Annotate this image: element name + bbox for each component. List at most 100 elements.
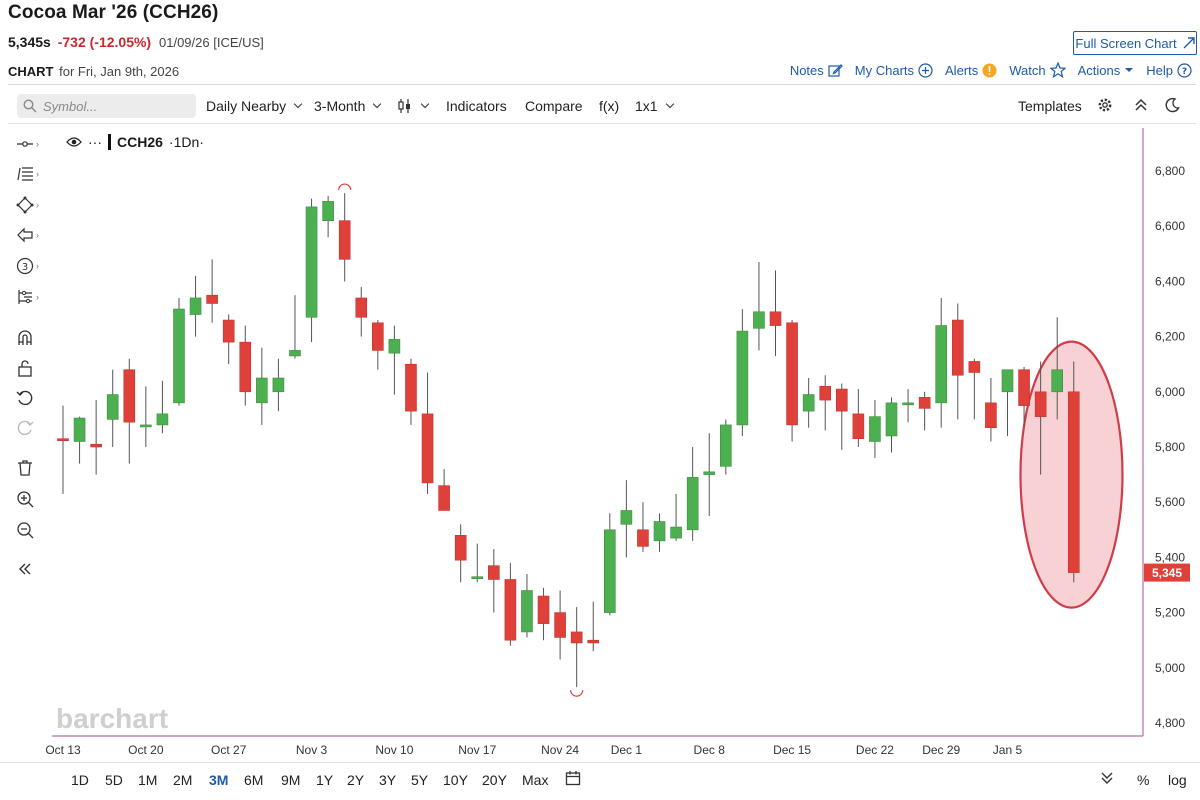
candle[interactable] xyxy=(918,391,931,431)
candle[interactable] xyxy=(587,601,600,652)
notes-link[interactable]: Notes xyxy=(790,63,843,78)
candle[interactable] xyxy=(637,502,649,552)
candle[interactable] xyxy=(272,358,285,412)
candle[interactable] xyxy=(521,573,533,638)
candle[interactable] xyxy=(1001,369,1014,436)
timeframe-1m[interactable]: 1M xyxy=(138,772,158,788)
magnet-tool[interactable] xyxy=(16,327,46,349)
timeframe-1d[interactable]: 1D xyxy=(71,772,89,788)
candle[interactable] xyxy=(305,198,318,343)
candle[interactable] xyxy=(1051,317,1063,420)
redo-button[interactable] xyxy=(16,417,46,439)
candle[interactable] xyxy=(355,286,368,337)
candle[interactable] xyxy=(206,259,218,323)
candle[interactable] xyxy=(686,447,699,541)
candle[interactable] xyxy=(736,309,749,436)
candle[interactable] xyxy=(90,400,102,475)
timeframe-20y[interactable]: 20Y xyxy=(482,772,507,788)
help-link[interactable]: Help ? xyxy=(1146,63,1192,78)
arrow-tool[interactable]: › xyxy=(16,224,46,246)
my-charts-link[interactable]: My Charts xyxy=(855,63,933,78)
timeframe-5d[interactable]: 5D xyxy=(105,772,123,788)
candle[interactable] xyxy=(604,513,616,616)
instrument-legend[interactable]: ··· CCH26 ·1Dn· xyxy=(66,134,204,150)
scroll-end-button[interactable] xyxy=(1100,771,1114,788)
line-tool[interactable]: › xyxy=(16,133,46,155)
shape-tool[interactable]: › xyxy=(16,194,46,216)
theme-toggle[interactable] xyxy=(1164,97,1180,113)
settings-button[interactable] xyxy=(1097,97,1113,113)
candle[interactable] xyxy=(289,295,301,359)
candle[interactable] xyxy=(140,386,152,447)
candle[interactable] xyxy=(322,195,334,238)
candle[interactable] xyxy=(537,587,550,641)
watch-link[interactable]: Watch xyxy=(1009,62,1066,78)
log-scale-button[interactable]: log xyxy=(1168,772,1187,788)
candle[interactable] xyxy=(1034,361,1047,475)
candle[interactable] xyxy=(504,562,517,646)
candle[interactable] xyxy=(405,358,417,425)
candle[interactable] xyxy=(388,325,401,395)
fx-button[interactable]: f(x) xyxy=(599,98,620,114)
candle[interactable] xyxy=(421,372,434,494)
timeframe-10y[interactable]: 10Y xyxy=(443,772,468,788)
candle[interactable] xyxy=(156,380,169,434)
candle[interactable] xyxy=(338,193,351,282)
candle[interactable] xyxy=(471,543,484,583)
layout-dropdown[interactable]: 1x1 xyxy=(635,98,674,114)
candle[interactable] xyxy=(819,375,832,431)
candle[interactable] xyxy=(786,320,798,442)
candle[interactable] xyxy=(985,378,997,442)
count-tool[interactable]: 3 › xyxy=(16,255,46,277)
timeframe-2y[interactable]: 2Y xyxy=(347,772,365,788)
percent-scale-button[interactable]: % xyxy=(1137,772,1150,788)
templates-button[interactable]: Templates xyxy=(1018,98,1082,114)
range-dropdown[interactable]: 3-Month xyxy=(314,98,382,114)
actions-menu[interactable]: Actions xyxy=(1078,63,1135,78)
candle[interactable] xyxy=(1018,366,1030,425)
candle[interactable] xyxy=(719,419,732,475)
delete-drawings-button[interactable] xyxy=(16,457,46,479)
timeframe-9m[interactable]: 9M xyxy=(281,772,301,788)
candle[interactable] xyxy=(222,314,235,365)
timeframe-1y[interactable]: 1Y xyxy=(316,772,334,788)
date-range-button[interactable] xyxy=(565,770,581,789)
candle[interactable] xyxy=(653,513,666,552)
timeframe-3y[interactable]: 3Y xyxy=(379,772,397,788)
candle[interactable] xyxy=(670,493,682,541)
candle[interactable] xyxy=(968,358,981,420)
timeframe-5y[interactable]: 5Y xyxy=(411,772,429,788)
candle[interactable] xyxy=(802,378,815,428)
price-chart[interactable]: barchart 4,800 5,000 5,200 5,400 5,600 5,800 6… xyxy=(0,0,1200,762)
zoom-out-button[interactable] xyxy=(16,519,46,541)
timeframe-max[interactable]: Max xyxy=(522,772,549,788)
full-screen-chart-button[interactable]: Full Screen Chart xyxy=(1073,31,1197,55)
candle[interactable] xyxy=(869,400,881,459)
legend-menu-dots[interactable]: ··· xyxy=(88,134,102,150)
symbol-search[interactable]: Symbol... xyxy=(17,94,196,118)
measure-tool[interactable]: › xyxy=(16,286,46,308)
zoom-in-button[interactable] xyxy=(16,488,46,510)
candle[interactable] xyxy=(951,303,964,420)
lock-tool[interactable] xyxy=(16,357,46,379)
candle[interactable] xyxy=(123,358,136,464)
indicators-button[interactable]: Indicators xyxy=(446,98,507,114)
eye-icon[interactable] xyxy=(66,136,82,148)
timeframe-2m[interactable]: 2M xyxy=(173,772,193,788)
candle[interactable] xyxy=(902,389,914,423)
timeframe-6m[interactable]: 6M xyxy=(244,772,264,788)
candle[interactable] xyxy=(935,297,948,428)
chart-type-dropdown[interactable] xyxy=(397,98,430,114)
period-dropdown[interactable]: Daily Nearby xyxy=(206,98,303,114)
compare-button[interactable]: Compare xyxy=(525,98,583,114)
candle[interactable] xyxy=(554,590,566,660)
candle[interactable] xyxy=(769,270,782,356)
candle[interactable] xyxy=(438,469,450,511)
candle[interactable] xyxy=(173,297,185,406)
candle[interactable] xyxy=(620,480,633,558)
candle[interactable] xyxy=(454,524,467,583)
candle[interactable] xyxy=(57,405,69,494)
candle[interactable] xyxy=(570,607,583,688)
candle[interactable] xyxy=(256,347,268,425)
candle[interactable] xyxy=(239,325,252,406)
